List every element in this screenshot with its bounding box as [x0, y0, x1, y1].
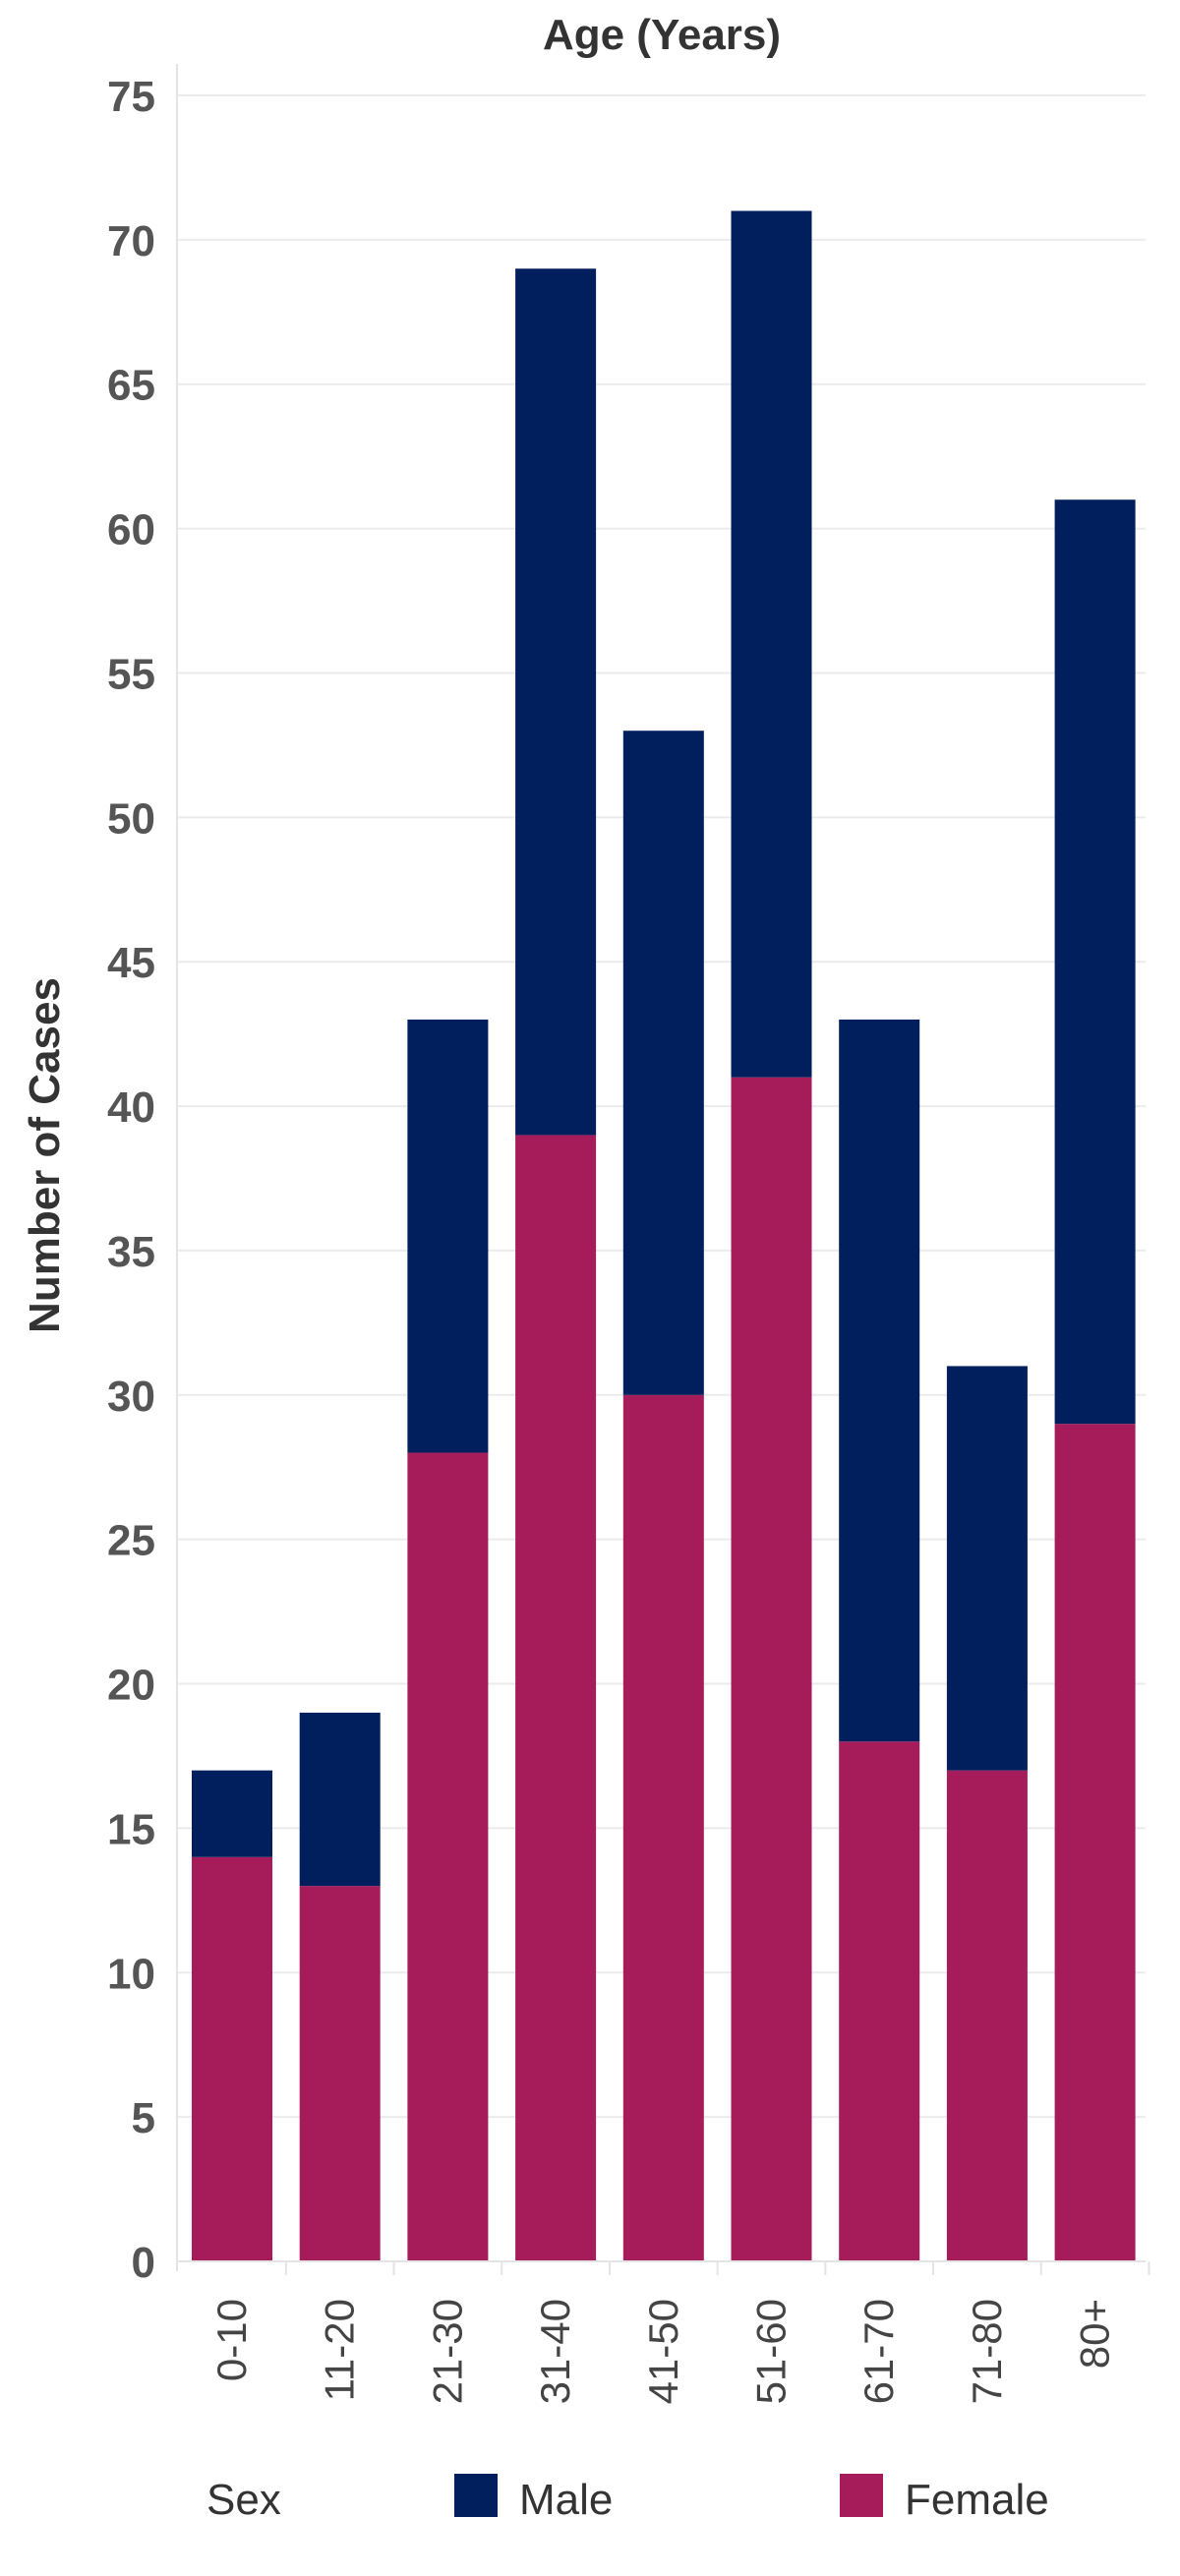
- bar-male-11-20: [299, 1712, 381, 1887]
- x-tick-label: 80+: [1072, 2299, 1118, 2369]
- y-tick-label: 15: [107, 1805, 155, 1853]
- y-tick-label: 50: [107, 794, 155, 843]
- axes: 0 5 10 15 20 25 30 35 40 45 50 55 60 65 70 75 0-10 11-20 2…: [107, 64, 1150, 2404]
- y-tick-label: 40: [107, 1083, 155, 1132]
- bar-female-61-70: [839, 1741, 920, 2261]
- bar-male-41-50: [622, 731, 704, 1395]
- legend-swatch-female: [840, 2474, 883, 2517]
- y-tick-label: 55: [107, 650, 155, 698]
- chart-title: Age (Years): [543, 11, 781, 59]
- bar-male-0-10: [192, 1770, 272, 1857]
- legend-label-female: Female: [905, 2476, 1049, 2524]
- bar-male-51-60: [731, 210, 812, 1078]
- legend: Sex Male Female: [206, 2474, 1049, 2524]
- bar-male-21-30: [407, 1019, 489, 1453]
- y-tick-label: 0: [132, 2239, 155, 2287]
- bar-male-71-80: [946, 1366, 1028, 1771]
- x-tick-label: 61-70: [856, 2299, 902, 2404]
- y-tick-label: 65: [107, 362, 155, 410]
- bar-female-51-60: [731, 1077, 812, 2261]
- bar-female-71-80: [946, 1770, 1028, 2261]
- bar-female-41-50: [622, 1394, 704, 2261]
- x-tick-label: 31-40: [532, 2299, 578, 2404]
- y-tick-label: 10: [107, 1950, 155, 1998]
- y-tick-label: 5: [132, 2094, 155, 2142]
- y-tick-label: 60: [107, 506, 155, 555]
- y-tick-label: 25: [107, 1517, 155, 1565]
- bar-female-0-10: [192, 1856, 272, 2261]
- y-tick-label: 35: [107, 1228, 155, 1276]
- bars: [192, 210, 1136, 2261]
- x-tick-label: 71-80: [964, 2299, 1010, 2404]
- y-tick-label: 30: [107, 1373, 155, 1421]
- x-tick-label: 41-50: [640, 2299, 686, 2404]
- x-tick-label: 51-60: [748, 2299, 795, 2404]
- x-tick-label: 21-30: [424, 2299, 470, 2404]
- bar-female-11-20: [299, 1886, 381, 2261]
- bar-female-21-30: [407, 1452, 489, 2261]
- bar-male-61-70: [839, 1019, 920, 1742]
- bar-female-31-40: [515, 1135, 597, 2261]
- y-tick-label: 70: [107, 217, 155, 265]
- y-tick-label: 45: [107, 939, 155, 987]
- x-tick-label: 11-20: [317, 2299, 363, 2401]
- y-axis-title: Number of Cases: [21, 977, 69, 1333]
- x-tick-label: 0-10: [208, 2299, 255, 2381]
- bar-male-31-40: [515, 268, 597, 1136]
- bar-male-80+: [1054, 499, 1136, 1425]
- bar-female-80+: [1054, 1424, 1136, 2261]
- legend-label-male: Male: [519, 2476, 613, 2524]
- y-tick-label: 20: [107, 1662, 155, 1710]
- legend-title: Sex: [206, 2476, 281, 2524]
- legend-swatch-male: [454, 2474, 498, 2517]
- y-tick-label: 75: [107, 73, 155, 121]
